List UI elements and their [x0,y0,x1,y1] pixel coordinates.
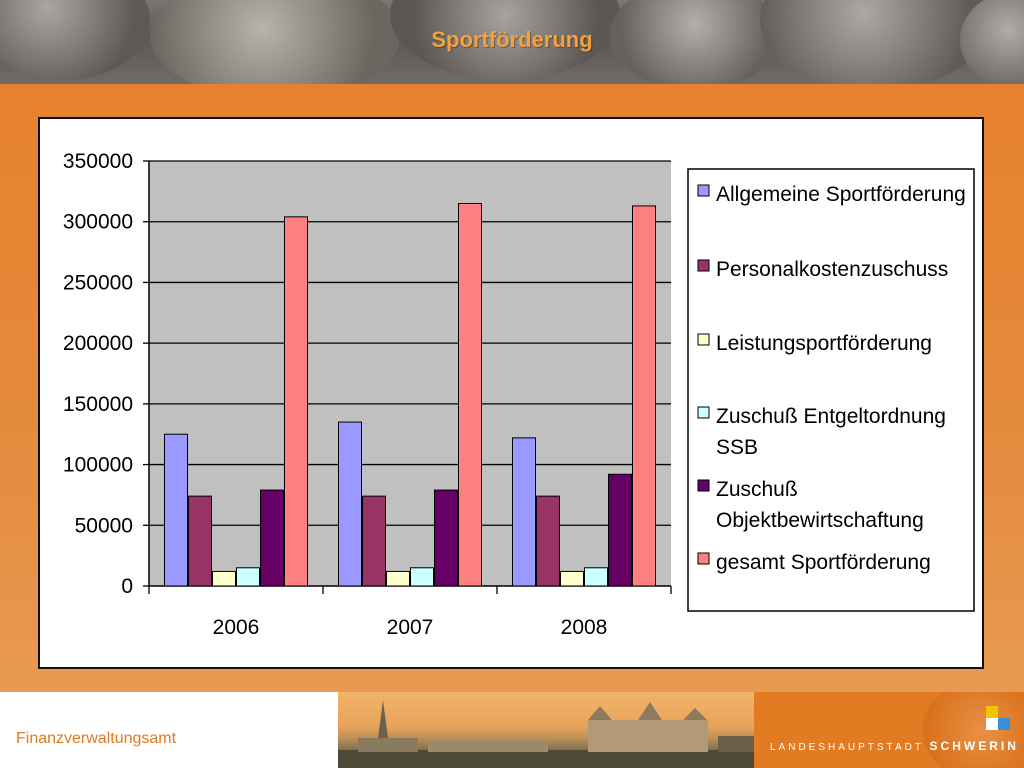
bar [362,495,386,587]
bar [212,570,236,587]
coin-image [610,0,780,84]
bar [236,567,260,587]
legend-swatch [697,333,710,346]
footer: Finanzverwaltungsamt LANDESHAUPTSTADT SC… [0,692,1024,768]
y-tick-label: 300000 [63,211,133,234]
y-tick-label: 100000 [63,454,133,477]
bar [458,203,482,587]
city-title: SCHWERIN [929,739,1019,753]
coin-image [760,0,990,84]
chart-frame: 0 50000 100000 150000 200000 250000 300000 3500… [38,117,984,669]
city-logo-icon [986,706,1010,730]
legend-label: gesamt Sportförderung [716,551,931,574]
city-skyline-photo [338,692,754,768]
plot-area [149,161,671,586]
header-banner: Sportförderung [0,0,1024,84]
department-name: Finanzverwaltungsamt [16,730,177,747]
city-name: LANDESHAUPTSTADT SCHWERIN [770,739,1019,753]
x-tick-label: 2006 [213,616,260,639]
bar [434,489,458,587]
skyline-illustration [338,700,754,768]
city-logo-panel: LANDESHAUPTSTADT SCHWERIN [754,692,1024,768]
y-tick-label: 50000 [75,514,133,537]
y-tick-label: 0 [121,575,133,598]
bar [608,473,632,587]
slide-title: Sportförderung [431,27,593,52]
legend-label: Personalkostenzuschuss [716,258,948,281]
bar [410,567,434,587]
x-tick-label: 2007 [387,616,434,639]
bar [188,495,212,587]
y-tick-label: 200000 [63,332,133,355]
coin-image [150,0,400,84]
bar [164,433,188,587]
legend-swatch [697,406,710,419]
legend-label: Leistungsportförderung [716,332,932,355]
legend-label: Allgemeine Sportförderung [716,183,966,206]
x-tick-label: 2008 [561,616,608,639]
bar [284,216,308,587]
bar [632,205,656,587]
bar [536,495,560,587]
legend-label: Zuschuß Entgeltordnung SSB [716,405,946,459]
legend-swatch [697,259,710,272]
bar [560,570,584,587]
bar [260,489,284,587]
legend-swatch [697,184,710,197]
bar [338,421,362,587]
legend-swatch [697,479,710,492]
y-tick-label: 350000 [63,150,133,173]
bar [386,570,410,587]
y-tick-label: 250000 [63,271,133,294]
y-tick-label: 150000 [63,393,133,416]
bar [512,437,536,587]
legend-box [687,168,975,612]
legend-swatch [697,552,710,565]
bar [584,567,608,587]
legend-label: Zuschuß Objektbewirtschaftung [716,478,924,532]
city-prefix: LANDESHAUPTSTADT [770,742,924,753]
bar-chart: 0 50000 100000 150000 200000 250000 300000 3500… [63,150,975,639]
